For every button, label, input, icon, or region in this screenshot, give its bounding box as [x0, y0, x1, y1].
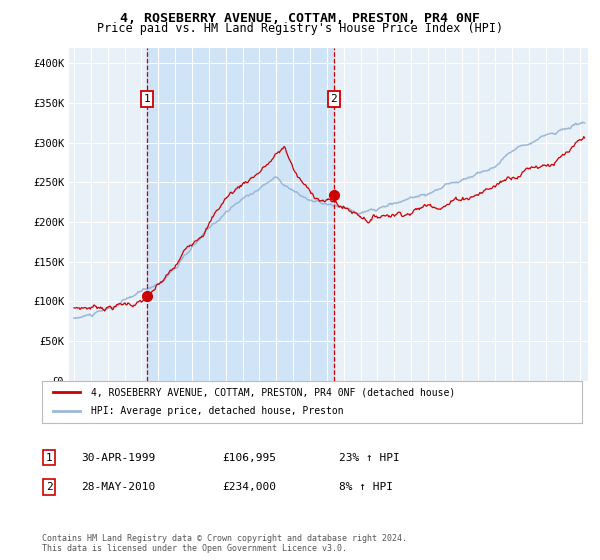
Text: 23% ↑ HPI: 23% ↑ HPI: [339, 452, 400, 463]
Text: 4, ROSEBERRY AVENUE, COTTAM, PRESTON, PR4 0NF (detached house): 4, ROSEBERRY AVENUE, COTTAM, PRESTON, PR…: [91, 387, 455, 397]
Text: 28-MAY-2010: 28-MAY-2010: [81, 482, 155, 492]
Text: 1: 1: [143, 94, 151, 104]
Text: 8% ↑ HPI: 8% ↑ HPI: [339, 482, 393, 492]
Text: HPI: Average price, detached house, Preston: HPI: Average price, detached house, Pres…: [91, 407, 343, 417]
Text: £106,995: £106,995: [222, 452, 276, 463]
Text: £234,000: £234,000: [222, 482, 276, 492]
Bar: [147, 48, 334, 381]
Text: 30-APR-1999: 30-APR-1999: [81, 452, 155, 463]
Text: 1: 1: [46, 452, 53, 463]
Text: 2: 2: [331, 94, 337, 104]
Text: Price paid vs. HM Land Registry's House Price Index (HPI): Price paid vs. HM Land Registry's House …: [97, 22, 503, 35]
Text: 2: 2: [46, 482, 53, 492]
Text: Contains HM Land Registry data © Crown copyright and database right 2024.
This d: Contains HM Land Registry data © Crown c…: [42, 534, 407, 553]
Text: 4, ROSEBERRY AVENUE, COTTAM, PRESTON, PR4 0NF: 4, ROSEBERRY AVENUE, COTTAM, PRESTON, PR…: [120, 12, 480, 25]
